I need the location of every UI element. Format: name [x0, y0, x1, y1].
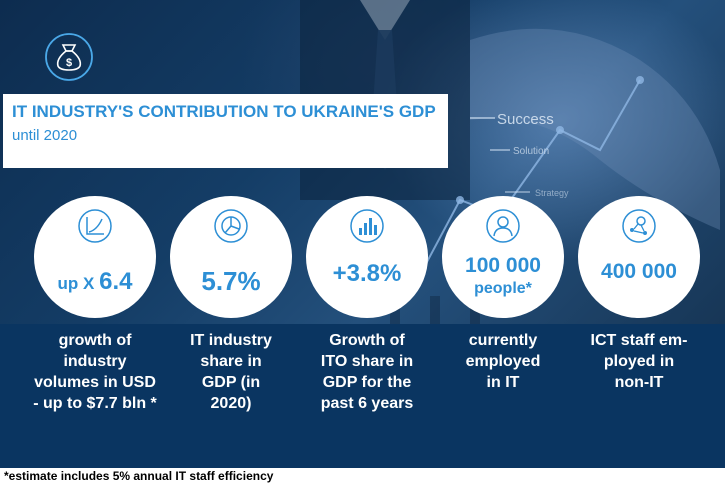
stat-unit: people* [474, 280, 532, 297]
svg-text:$: $ [66, 57, 72, 69]
money-bag-icon: $ [45, 33, 93, 81]
stat-description-ict-staff: ICT staff em- ployed in non-IT [590, 332, 688, 391]
page-title: IT INDUSTRY'S CONTRIBUTION TO UKRAINE'S … [12, 102, 436, 121]
stat-description-employed: currently employed in IT [465, 332, 541, 391]
stat-number: +3.8% [332, 260, 402, 287]
stat-description-gdp-share: IT industry share in GDP (in 2020) [190, 332, 272, 412]
stat-circle-ict-staff: 400 000 [578, 196, 700, 318]
person-icon [486, 209, 520, 243]
stat-circle-growth: up X 6.4 [34, 196, 156, 318]
footnote: *estimate includes 5% annual IT staff ef… [4, 469, 274, 483]
description-band [0, 324, 725, 468]
background-word-solution: Solution [513, 146, 549, 157]
stat-number: 5.7% [201, 266, 261, 296]
bar-chart-icon [350, 209, 384, 243]
network-user-icon [622, 209, 656, 243]
stat-number: 100 000 [465, 254, 541, 277]
stat-description-growth: growth of industry volumes in USD - up t… [33, 332, 157, 412]
stat-description-ito-growth: Growth of ITO share in GDP for the past … [320, 332, 414, 412]
stat-circle-employed: 100 000 people* [442, 196, 564, 318]
stat-number: 400 000 [601, 260, 677, 283]
page-subtitle: until 2020 [12, 127, 78, 144]
growth-chart-icon [78, 209, 112, 243]
stat-circle-gdp-share: 5.7% [170, 196, 292, 318]
stat-prefix: up X [57, 274, 95, 293]
stat-number: 6.4 [99, 268, 133, 295]
stat-circle-ito-growth: +3.8% [306, 196, 428, 318]
background-word-success: Success [497, 111, 554, 128]
pie-chart-icon [214, 209, 248, 243]
background-word-strategy: Strategy [535, 188, 569, 198]
title-box: IT INDUSTRY'S CONTRIBUTION TO UKRAINE'S … [3, 94, 448, 168]
stat-value: up X 6.4 [34, 268, 156, 296]
